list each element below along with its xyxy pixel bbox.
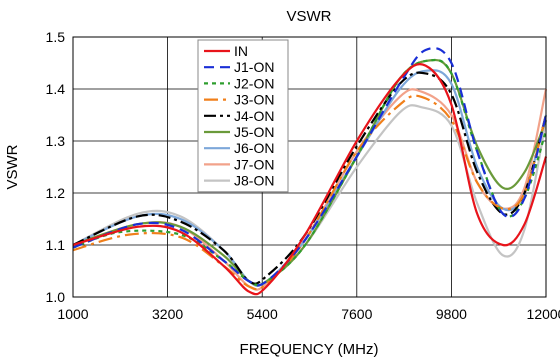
y-tick-label: 1.3: [46, 133, 66, 149]
series-line-in: [72, 62, 548, 296]
plot-area-frame: [72, 36, 547, 298]
x-tick-label: 1000: [57, 306, 88, 322]
x-tick-label: 7600: [341, 306, 372, 322]
y-tick-label: 1.2: [46, 185, 66, 201]
series-line-j7-on: [72, 88, 548, 291]
y-tick-label: 1.1: [46, 237, 66, 253]
series-line-j8-on: [72, 104, 548, 287]
y-axis-title: VSWR: [4, 144, 21, 189]
legend-label: J4-ON: [234, 108, 274, 124]
x-axis-title: FREQUENCY (MHz): [240, 341, 379, 358]
series-line-j1-on: [72, 47, 548, 287]
series-line-j2-on: [72, 58, 548, 287]
legend-label: J3-ON: [234, 92, 274, 108]
series-line-j4-on: [72, 71, 548, 285]
y-tick-label: 1.4: [46, 81, 66, 97]
legend-label: J7-ON: [234, 156, 274, 172]
x-tick-label: 5400: [247, 306, 278, 322]
chart-title: VSWR: [287, 8, 332, 25]
legend-label: J2-ON: [234, 75, 274, 91]
x-tick-label: 3200: [152, 306, 183, 322]
x-tick-label: 12000: [527, 306, 560, 322]
x-tick-label: 9800: [436, 306, 467, 322]
series-line-j5-on: [72, 58, 548, 287]
x-axis-ticks: 1000 3200 5400 7600 9800 12000: [57, 306, 560, 322]
y-tick-label: 1.5: [46, 29, 66, 45]
legend: INJ1-ONJ2-ONJ3-ONJ4-ONJ5-ONJ6-ONJ7-ONJ8-…: [197, 39, 289, 193]
legend-label: J1-ON: [234, 59, 274, 75]
legend-label: J8-ON: [234, 173, 274, 189]
series-line-j3-on: [72, 94, 548, 291]
y-axis-ticks: 1.0 1.1 1.2 1.3 1.4 1.5: [46, 29, 66, 305]
series-lines: [72, 47, 548, 296]
legend-label: IN: [234, 43, 248, 59]
y-tick-label: 1.0: [46, 289, 66, 305]
legend-label: J6-ON: [234, 140, 274, 156]
legend-label: J5-ON: [234, 124, 274, 140]
